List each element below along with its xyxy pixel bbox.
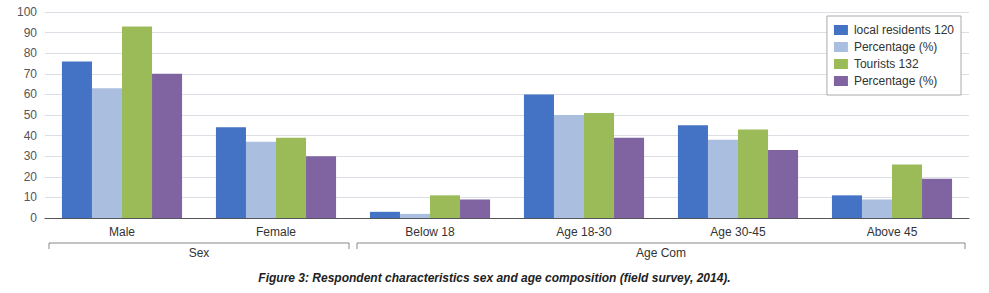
svg-text:90: 90 (24, 26, 38, 40)
svg-text:Figure 3: Respondent character: Figure 3: Respondent characteristics sex… (258, 271, 730, 285)
svg-text:Male: Male (109, 225, 135, 239)
svg-text:0: 0 (30, 211, 37, 225)
svg-text:Age Com: Age Com (636, 246, 686, 260)
svg-text:50: 50 (24, 108, 38, 122)
svg-text:Percentage (%): Percentage (%) (854, 40, 937, 54)
svg-text:70: 70 (24, 67, 38, 81)
svg-text:local residents 120: local residents 120 (854, 23, 954, 37)
svg-text:20: 20 (24, 170, 38, 184)
svg-text:60: 60 (24, 87, 38, 101)
svg-text:10: 10 (24, 190, 38, 204)
svg-text:100: 100 (17, 5, 37, 19)
svg-text:Percentage (%): Percentage (%) (854, 74, 937, 88)
svg-text:Below 18: Below 18 (405, 225, 455, 239)
svg-text:Sex: Sex (189, 246, 210, 260)
svg-text:Female: Female (256, 225, 296, 239)
svg-text:Tourists 132: Tourists 132 (854, 57, 919, 71)
svg-text:80: 80 (24, 46, 38, 60)
svg-text:Age 30-45: Age 30-45 (710, 225, 766, 239)
svg-text:Above 45: Above 45 (867, 225, 918, 239)
svg-text:30: 30 (24, 149, 38, 163)
svg-text:Age 18-30: Age 18-30 (556, 225, 612, 239)
svg-text:40: 40 (24, 129, 38, 143)
